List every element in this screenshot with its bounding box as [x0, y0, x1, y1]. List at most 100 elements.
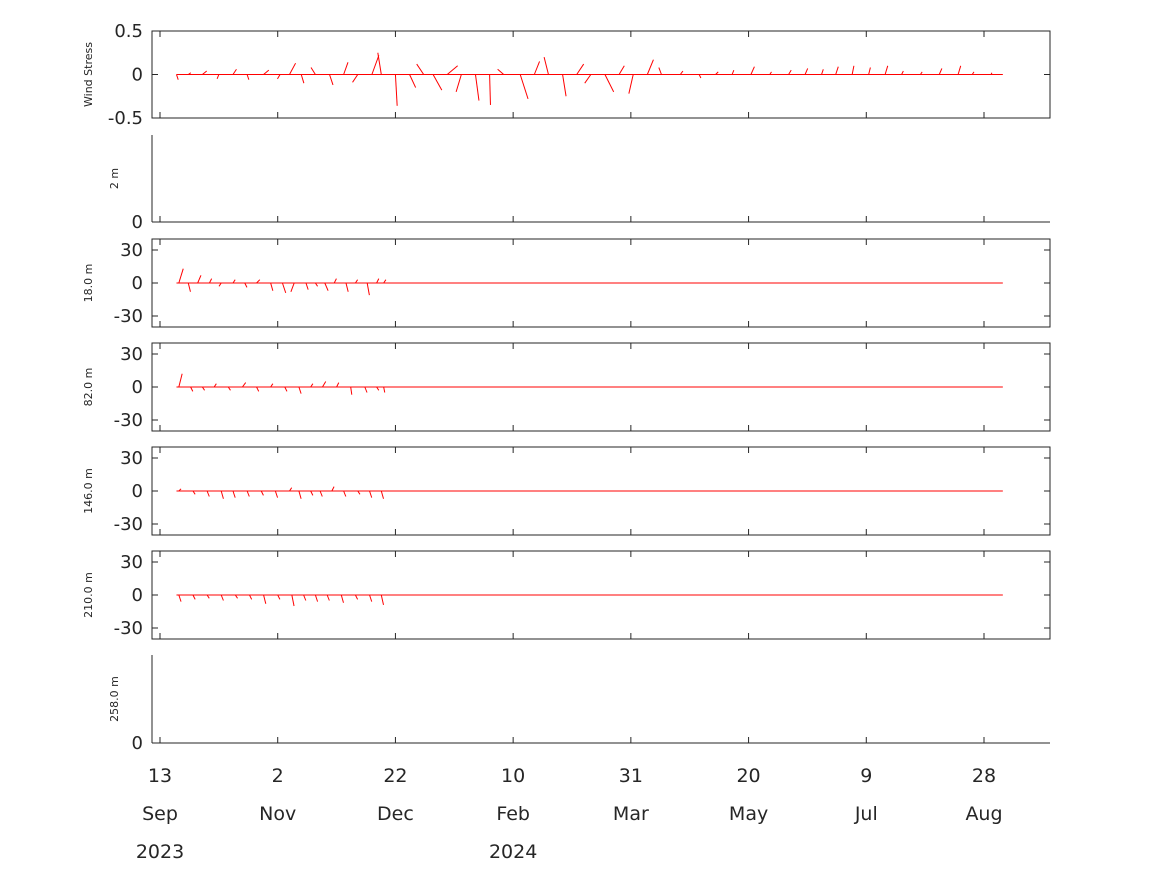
stick — [291, 594, 295, 607]
stick — [366, 282, 370, 296]
stick — [187, 282, 191, 292]
stick — [206, 594, 210, 599]
stick — [260, 490, 264, 496]
stick — [314, 282, 318, 287]
y-tick-label: 0 — [132, 481, 143, 502]
stick — [310, 490, 314, 496]
stick — [220, 490, 224, 499]
stick — [519, 74, 529, 100]
stick — [220, 594, 224, 601]
stick — [289, 62, 297, 75]
stick — [788, 69, 792, 75]
x-tick-day-label: 10 — [501, 765, 525, 787]
stick — [731, 69, 735, 75]
y-tick-label: 30 — [120, 448, 143, 469]
stick — [201, 386, 205, 391]
panel-1: 0.5 0 -0.5 Wind Stress — [82, 21, 1051, 129]
stick — [446, 65, 458, 75]
stick — [232, 490, 236, 498]
stick — [329, 74, 334, 86]
x-tick-month-label: Jul — [854, 803, 878, 825]
y-tick-label: -30 — [114, 618, 143, 639]
stick — [377, 52, 382, 75]
stick — [345, 282, 349, 292]
stick — [868, 67, 871, 75]
x-tick-month-label: Mar — [613, 803, 649, 825]
y-tick-label: -0.5 — [108, 108, 143, 129]
stick — [246, 74, 250, 80]
stick — [380, 490, 384, 499]
y-tick-label: 0 — [132, 377, 143, 398]
stick — [371, 55, 380, 75]
panels-group: 0.5 0 -0.5 Wind Stress 0 2 m 30 0 -30 18.0 m 30 0 -3… — [82, 21, 1051, 754]
stick — [190, 386, 194, 392]
stick — [178, 594, 182, 602]
stick — [957, 65, 962, 75]
stick — [455, 74, 462, 93]
stick — [331, 486, 335, 492]
stick — [270, 383, 274, 388]
stick — [340, 594, 344, 603]
stick — [310, 383, 314, 388]
stick — [628, 74, 634, 94]
stick — [232, 279, 236, 284]
stick — [232, 69, 237, 75]
panel-3: 30 0 -30 18.0 m — [82, 238, 1051, 328]
stick — [326, 594, 330, 601]
stick — [202, 70, 208, 75]
stick — [584, 74, 592, 84]
panel-5: 30 0 -30 146.0 m — [82, 446, 1051, 536]
stick — [270, 282, 274, 291]
stick — [343, 62, 349, 75]
stick — [364, 386, 368, 393]
x-tick-year-label: 2024 — [489, 841, 537, 863]
x-tick-day-label: 28 — [972, 765, 996, 787]
stick — [241, 382, 247, 388]
y-tick-label: 0.5 — [114, 21, 143, 42]
x-tick-month-label: Aug — [965, 803, 1002, 825]
y-tick-label: 0 — [132, 65, 143, 86]
stick — [263, 594, 267, 604]
panel-7: 0 258.0 m — [108, 655, 1050, 754]
y-axis-label: 258.0 m — [108, 676, 121, 722]
stick — [234, 594, 238, 599]
stick — [432, 74, 443, 91]
stick — [289, 487, 293, 492]
panel-2: 0 2 m — [108, 135, 1050, 233]
stick — [380, 594, 384, 606]
stick — [971, 71, 975, 75]
stick — [290, 282, 295, 292]
stick — [835, 66, 839, 75]
stick — [409, 74, 417, 88]
y-axis-label: Wind Stress — [82, 42, 95, 107]
stick — [319, 490, 323, 497]
stick — [263, 69, 270, 75]
x-tick-day-label: 2 — [272, 765, 284, 787]
stick — [394, 74, 398, 106]
stick — [658, 67, 662, 75]
stick — [383, 386, 386, 393]
y-tick-label: 30 — [120, 552, 143, 573]
x-tick-month-label: Nov — [259, 803, 296, 825]
stick — [851, 65, 855, 75]
stick — [990, 72, 993, 75]
stick — [562, 74, 567, 97]
x-tick-month-label: Feb — [496, 803, 530, 825]
stick — [369, 594, 373, 602]
stick — [256, 386, 260, 392]
stick — [277, 594, 281, 600]
stick — [310, 67, 316, 75]
stick — [938, 68, 943, 75]
y-tick-label: 0 — [132, 585, 143, 606]
stick — [715, 71, 719, 75]
x-tick-day-label: 13 — [148, 765, 172, 787]
stick — [369, 490, 373, 498]
stick — [533, 61, 541, 75]
stick — [178, 373, 183, 388]
stick — [357, 490, 361, 495]
stick — [350, 386, 353, 395]
stick — [901, 70, 904, 75]
stick — [352, 74, 359, 83]
stick — [303, 594, 307, 601]
x-tick-month-label: Sep — [142, 803, 178, 825]
